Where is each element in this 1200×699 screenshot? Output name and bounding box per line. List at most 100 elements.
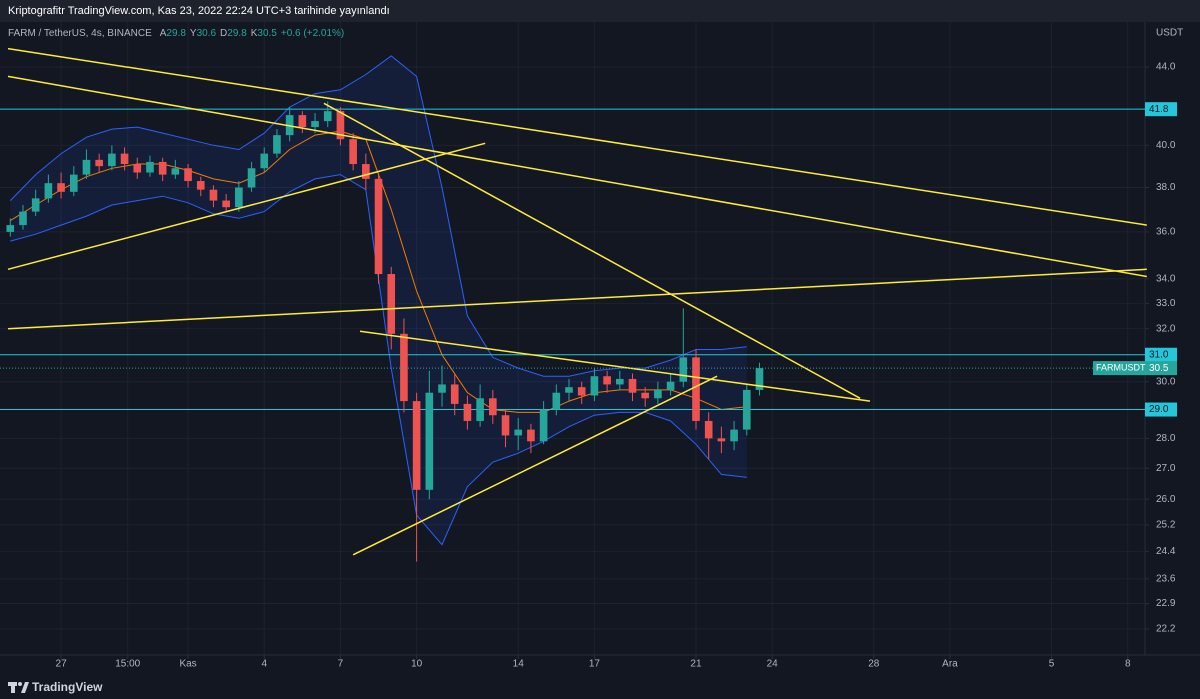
y-tick-label: 24.4 — [1156, 546, 1176, 557]
candle-body — [603, 376, 611, 385]
axes: 44.0 40.0 38.0 36.0 34.0 33.0 32.0 30.0 28.0 27.0… — [56, 62, 1177, 670]
candle-body — [323, 111, 332, 122]
trendline — [352, 375, 718, 556]
y-tick-label: 38.0 — [1156, 182, 1176, 193]
candle-body — [222, 200, 230, 208]
candle-body — [158, 161, 167, 175]
candle-body — [298, 115, 307, 128]
x-tick-label: 8 — [1125, 659, 1131, 670]
candle-body — [196, 181, 205, 190]
x-tick-label: 7 — [338, 659, 344, 670]
candle-body — [120, 153, 129, 165]
y-tick-label: 22.9 — [1156, 598, 1176, 609]
y-tick-label: 22.2 — [1156, 624, 1176, 635]
symbol-box — [1093, 361, 1145, 376]
plot — [0, 47, 1147, 562]
footer-text: TradingView — [32, 680, 103, 694]
x-tick-label: 28 — [868, 659, 880, 670]
candle-body — [666, 381, 675, 390]
candle-body — [6, 225, 15, 232]
trendline — [323, 102, 861, 399]
candle-body — [438, 384, 446, 393]
header-bar — [0, 0, 1200, 22]
y-tick-label: 25.2 — [1156, 520, 1176, 531]
symbol-label: FARMUSDT — [1096, 362, 1146, 372]
candle-body — [539, 409, 548, 442]
x-tick-label: 17 — [589, 659, 601, 670]
candle-body — [285, 115, 294, 136]
candle-body — [565, 387, 573, 393]
candle-body — [44, 183, 53, 199]
candle-body — [235, 187, 243, 208]
candle-body — [654, 389, 662, 399]
candle-body — [552, 392, 561, 410]
x-tick-label: 4 — [261, 659, 267, 670]
candle-body — [57, 183, 65, 192]
legend: FARM / TetherUS, 4s, BINANCE A29.8 Y30.6 D2… — [8, 28, 344, 39]
candle-body — [679, 357, 688, 382]
candle-body — [260, 153, 269, 169]
band-area — [10, 55, 747, 545]
candle-body — [717, 438, 726, 442]
legend-value: 29.8 — [166, 28, 186, 39]
candle-body — [362, 164, 370, 179]
level-label-box — [1145, 402, 1177, 417]
level-label: 29.0 — [1149, 404, 1169, 415]
x-tick-label: 5 — [1049, 659, 1055, 670]
x-tick-label: 21 — [690, 659, 702, 670]
x-tick-label: 10 — [411, 659, 423, 670]
candle-body — [641, 392, 650, 399]
legend-value: 30.6 — [197, 28, 217, 39]
header-text: Kriptografitr TradingView.com, Kas 23, 2… — [8, 5, 390, 17]
candle-body — [755, 368, 764, 390]
candle-body — [628, 378, 637, 393]
candle-body — [108, 153, 116, 167]
candle-body — [247, 168, 256, 188]
candle-body — [374, 178, 383, 275]
currency-label: USDT — [1156, 28, 1183, 39]
candle-body — [19, 211, 27, 226]
candle-body — [489, 398, 497, 416]
candle-body — [336, 111, 345, 140]
legend-value: 30.5 — [257, 28, 277, 39]
candle-body — [742, 389, 751, 430]
y-tick-label: 23.6 — [1156, 573, 1176, 584]
x-tick-label: Kas — [179, 659, 196, 670]
candle-body — [501, 415, 510, 436]
logo-part — [11, 686, 15, 693]
band-basis — [10, 130, 747, 413]
legend-key: D — [220, 28, 227, 39]
candle-body — [476, 398, 484, 421]
candle-body — [577, 387, 586, 396]
level-label-box — [1145, 347, 1177, 362]
x-tick-label: 15:00 — [115, 659, 140, 670]
candle-body — [311, 121, 319, 128]
logo-part — [18, 682, 22, 686]
y-tick-label: 26.0 — [1156, 494, 1176, 505]
trendline — [7, 47, 1147, 226]
candle-body — [463, 403, 472, 421]
x-tick-label: Ara — [942, 659, 958, 670]
y-tick-label: 34.0 — [1156, 274, 1176, 285]
candle-body — [95, 159, 103, 167]
candle-body — [273, 135, 281, 154]
trendline — [359, 330, 871, 402]
logo-part — [21, 682, 29, 693]
legend-change: +0.6 (+2.01%) — [281, 28, 344, 39]
y-tick-label: 32.0 — [1156, 323, 1176, 334]
y-tick-label: 30.0 — [1156, 376, 1176, 387]
y-tick-label: 36.0 — [1156, 227, 1176, 238]
candle-body — [349, 139, 357, 165]
candle-body — [133, 164, 142, 173]
trendline — [7, 268, 1147, 330]
footer-bar — [0, 675, 1200, 699]
candle-body — [69, 174, 78, 192]
legend-symbol: FARM / TetherUS, 4s, BINANCE — [8, 28, 152, 39]
footer-logo — [8, 682, 29, 693]
x-tick-label: 27 — [56, 659, 68, 670]
last-price-box — [1145, 361, 1177, 376]
level-label: 31.0 — [1149, 349, 1169, 360]
